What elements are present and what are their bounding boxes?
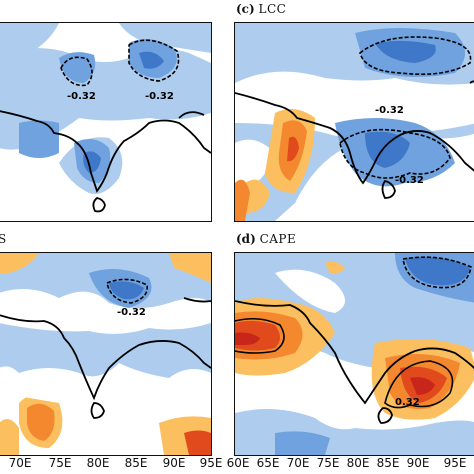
positive-significance-contours [235,317,454,409]
x-tick: 75E [48,456,72,470]
x-tick: 80E [86,456,110,470]
coastline [235,80,474,199]
panel-a-map: -0.32 -0.32 [0,22,212,222]
x-tick: 95E [443,456,467,470]
panel-b-map: -0.32 [0,252,212,456]
significance-contours [339,36,472,179]
panel-c-name: LCC [258,2,287,16]
anomaly-fill [0,253,211,455]
panel-a-svg: -0.32 -0.32 [0,23,211,221]
panel-d-title: (d) CAPE [236,232,296,246]
x-tick: 60E [226,456,250,470]
anomaly-fill [235,253,474,455]
contour-label: -0.32 [145,91,174,102]
x-tick: 80E [346,456,370,470]
contour-label: -0.32 [67,91,96,102]
panel-c-map: -0.32 -0.32 [234,22,474,222]
coastline [235,300,474,424]
panel-d-name: CAPE [259,232,297,246]
contour-label: -0.32 [117,307,146,318]
contour-label: 0.32 [395,397,420,408]
anomaly-fill [235,23,474,221]
positive-anomaly-fill [0,23,211,221]
x-tick: 70E [286,456,310,470]
significance-contours [106,278,148,304]
significance-contours [60,39,180,87]
panel-d-svg: 0.32 [235,253,474,455]
significance-contours [402,256,472,289]
panel-b-title: S [0,232,7,246]
panel-d-letter: (d) [236,232,256,246]
coastline [0,297,211,419]
panel-c-title: (c) LCC [236,2,286,16]
panel-b-svg: -0.32 [0,253,211,455]
x-tick: 70E [8,456,32,470]
x-tick: 85E [124,456,148,470]
panel-c-svg: -0.32 -0.32 [235,23,474,221]
x-tick: 85E [376,456,400,470]
contour-label: -0.32 [395,175,424,186]
contour-label: -0.32 [375,105,404,116]
x-tick: 95E [199,456,223,470]
panel-b-name: S [0,232,7,246]
x-tick: 75E [316,456,340,470]
x-tick: 90E [162,456,186,470]
panel-c-letter: (c) [236,2,255,16]
x-tick: 65E [256,456,280,470]
coastline [0,110,211,213]
x-tick: 90E [406,456,430,470]
panel-d-map: 0.32 [234,252,474,456]
